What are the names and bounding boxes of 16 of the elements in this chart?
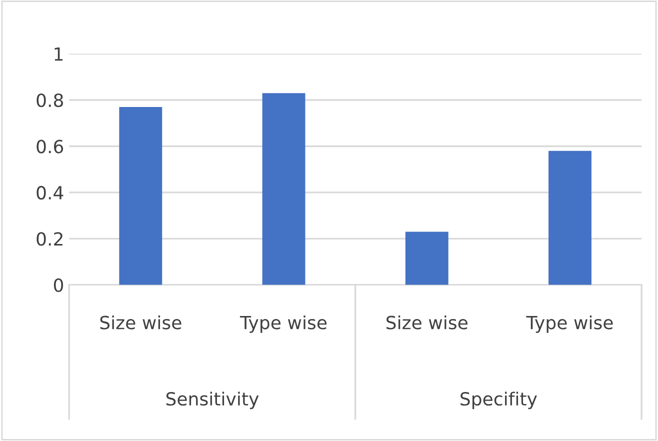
y-tick-label: 1 (54, 48, 63, 61)
y-tick-label: 0.4 (36, 186, 64, 200)
x-tick-label: Type wise (526, 315, 613, 333)
y-tick-label: 0.2 (36, 232, 62, 246)
y-tick-label: 0.6 (36, 140, 64, 154)
bar (405, 232, 448, 285)
x-tick-label: Type wise (240, 315, 327, 333)
text: Sensitivity (166, 392, 259, 410)
x-tick-label: Size wise (100, 315, 182, 330)
x-tick-label: Size wise (386, 315, 468, 330)
y-tick-label: 0 (54, 278, 64, 292)
text: Specifity (460, 392, 537, 410)
y-tick-label: 0.8 (36, 93, 63, 108)
bar (119, 106, 162, 285)
bar (548, 150, 592, 285)
bar (262, 93, 306, 285)
